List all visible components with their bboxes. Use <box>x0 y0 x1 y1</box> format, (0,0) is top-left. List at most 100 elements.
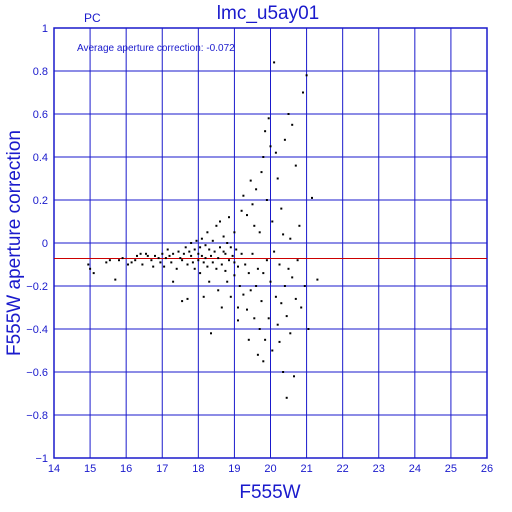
y-tick-label: 0.4 <box>33 152 48 164</box>
data-point <box>285 396 288 399</box>
data-point <box>280 302 283 305</box>
data-point <box>276 323 279 326</box>
x-tick-label: 19 <box>228 463 240 475</box>
data-point <box>222 250 225 253</box>
y-axis-label: F555W aperture correction <box>4 130 25 356</box>
data-point <box>89 267 92 270</box>
average-annotation: Average aperture correction: -0.072 <box>77 43 235 54</box>
data-point <box>242 293 245 296</box>
data-point <box>273 61 276 64</box>
data-point <box>296 259 299 262</box>
data-point <box>273 250 276 253</box>
data-point <box>105 261 108 264</box>
data-point <box>190 242 193 244</box>
data-point <box>213 250 216 253</box>
x-tick-label: 15 <box>84 463 96 475</box>
data-point <box>204 244 207 247</box>
data-point <box>300 306 303 309</box>
data-point <box>136 254 138 257</box>
data-point <box>231 254 234 257</box>
data-point <box>274 151 277 154</box>
data-point <box>199 246 202 249</box>
data-point <box>164 257 167 260</box>
data-point <box>188 250 191 253</box>
data-point <box>130 261 133 264</box>
data-point <box>278 263 281 266</box>
data-point <box>186 297 189 300</box>
data-point <box>265 259 268 262</box>
data-point <box>226 242 229 244</box>
chart-title: lmc_u5ay01 <box>217 3 319 24</box>
data-point <box>244 263 247 266</box>
data-point <box>206 231 209 234</box>
data-point <box>237 319 239 322</box>
data-point <box>211 239 214 242</box>
x-axis-label: F555W <box>239 482 300 503</box>
data-point <box>237 306 239 309</box>
data-point <box>170 261 173 264</box>
data-point <box>240 209 243 212</box>
data-point <box>219 246 221 249</box>
data-point <box>260 171 263 174</box>
data-point <box>222 235 225 238</box>
data-point <box>219 220 221 223</box>
data-point <box>229 295 232 298</box>
data-point <box>210 332 212 335</box>
data-point <box>220 306 223 309</box>
data-point <box>195 239 198 242</box>
data-point <box>289 237 292 240</box>
data-point <box>193 248 196 251</box>
y-tick-label: 1 <box>42 23 48 35</box>
y-tick-label: −1 <box>35 453 48 465</box>
data-point <box>278 340 281 343</box>
data-point <box>224 269 227 272</box>
data-point <box>157 257 160 260</box>
data-point <box>298 224 301 227</box>
x-tick-labels: 14 15 16 17 18 19 20 21 22 23 24 25 26 <box>48 463 493 475</box>
data-point <box>246 214 248 217</box>
data-point <box>210 254 212 257</box>
data-point <box>311 196 313 199</box>
x-tick-label: 14 <box>48 463 60 475</box>
data-point <box>92 272 95 275</box>
data-point <box>260 300 263 303</box>
x-tick-label: 17 <box>156 463 168 475</box>
data-point <box>208 248 211 251</box>
y-tick-label: 0.6 <box>33 109 48 121</box>
data-point <box>258 231 261 234</box>
y-tick-labels: −1 −0.8 −0.6 −0.4 −0.2 0 0.2 0.4 0.6 0.8 1 <box>26 23 48 465</box>
x-tick-label: 20 <box>264 463 276 475</box>
data-point <box>282 371 285 373</box>
data-point <box>154 254 156 257</box>
data-point <box>294 164 297 167</box>
data-point <box>199 272 202 275</box>
data-point <box>271 220 274 223</box>
data-point <box>233 261 236 264</box>
data-point <box>228 216 230 219</box>
y-tick-label: −0.4 <box>26 324 48 336</box>
data-point <box>283 138 286 141</box>
data-point <box>253 224 256 227</box>
data-point <box>271 349 274 352</box>
data-point <box>303 285 306 287</box>
data-point <box>121 257 124 260</box>
data-point <box>289 332 292 335</box>
data-point <box>249 179 252 182</box>
data-point <box>247 272 250 275</box>
x-tick-label: 26 <box>481 463 493 475</box>
data-point <box>228 259 230 262</box>
data-point <box>246 308 248 311</box>
data-point <box>184 246 187 249</box>
data-point <box>163 265 166 268</box>
x-tick-label: 23 <box>373 463 385 475</box>
data-point <box>240 252 243 255</box>
data-point <box>256 353 259 356</box>
data-point <box>262 156 265 158</box>
y-tick-label: −0.6 <box>26 367 48 379</box>
data-point <box>179 257 182 260</box>
data-point <box>242 194 245 197</box>
data-point <box>283 285 286 287</box>
data-point <box>217 289 220 292</box>
data-point <box>316 278 319 281</box>
